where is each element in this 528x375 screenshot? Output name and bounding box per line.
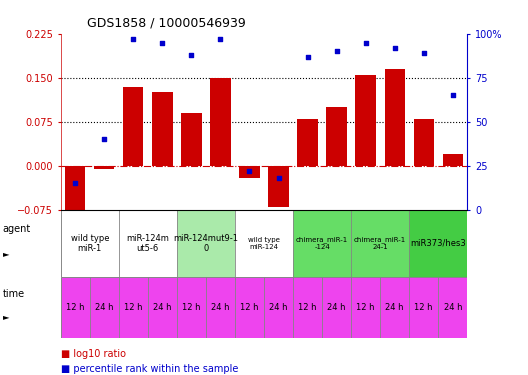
Text: 24 h: 24 h [444,303,462,312]
Text: 24 h: 24 h [327,303,346,312]
Point [361,39,370,45]
Bar [264,277,293,338]
Bar [65,166,86,222]
Bar [177,277,206,338]
Point [420,50,428,56]
Bar [181,113,202,166]
Text: ►: ► [3,249,9,258]
Text: GDS1858 / 10000546939: GDS1858 / 10000546939 [87,17,246,30]
Bar [61,210,119,277]
Point [449,92,457,98]
Text: 12 h: 12 h [240,303,259,312]
Text: chimera_miR-1
24-1: chimera_miR-1 24-1 [354,237,406,250]
Text: 12 h: 12 h [124,303,143,312]
Bar [384,69,405,166]
Bar [326,107,347,166]
Point [303,54,312,60]
Text: miR-124mut9-1
0: miR-124mut9-1 0 [173,234,239,253]
Bar [119,210,177,277]
Bar [297,119,318,166]
Text: ►: ► [3,312,9,321]
Text: miR-124m
ut5-6: miR-124m ut5-6 [126,234,169,253]
Point [129,36,138,42]
Bar [355,75,376,166]
Bar [148,277,177,338]
Bar [119,277,148,338]
Point [71,180,80,186]
Text: agent: agent [3,224,31,234]
Point [333,48,341,54]
Text: 12 h: 12 h [66,303,84,312]
Bar [206,277,235,338]
Text: wild type
miR-1: wild type miR-1 [71,234,109,253]
Bar [293,210,351,277]
Point [275,175,283,181]
Text: ■ log10 ratio: ■ log10 ratio [61,350,126,359]
Bar [152,93,173,166]
Bar [90,277,119,338]
Text: 24 h: 24 h [211,303,230,312]
Text: miR373/hes3: miR373/hes3 [410,239,466,248]
Text: wild type
miR-124: wild type miR-124 [248,237,280,250]
Bar [210,78,231,166]
Text: 24 h: 24 h [385,303,404,312]
Bar [413,119,434,166]
Text: 24 h: 24 h [95,303,114,312]
Bar [380,277,409,338]
Bar [409,277,438,338]
Bar [239,166,260,178]
Bar [322,277,351,338]
Text: 12 h: 12 h [356,303,375,312]
Text: 24 h: 24 h [269,303,288,312]
Point [245,168,254,174]
Text: 12 h: 12 h [298,303,317,312]
Point [216,36,225,42]
Bar [409,210,467,277]
Text: time: time [3,289,25,299]
Point [187,52,196,58]
Bar [293,277,322,338]
Bar [442,154,463,166]
Bar [351,210,409,277]
Point [100,136,109,142]
Bar [94,166,115,169]
Text: ■ percentile rank within the sample: ■ percentile rank within the sample [61,364,238,374]
Text: chimera_miR-1
-124: chimera_miR-1 -124 [296,237,348,250]
Bar [123,87,144,166]
Bar [235,210,293,277]
Point [391,45,399,51]
Text: 24 h: 24 h [153,303,172,312]
Bar [235,277,264,338]
Bar [61,277,90,338]
Bar [351,277,380,338]
Text: 12 h: 12 h [182,303,201,312]
Bar [268,166,289,207]
Point [158,39,167,45]
Bar [177,210,235,277]
Bar [438,277,467,338]
Text: 12 h: 12 h [414,303,433,312]
